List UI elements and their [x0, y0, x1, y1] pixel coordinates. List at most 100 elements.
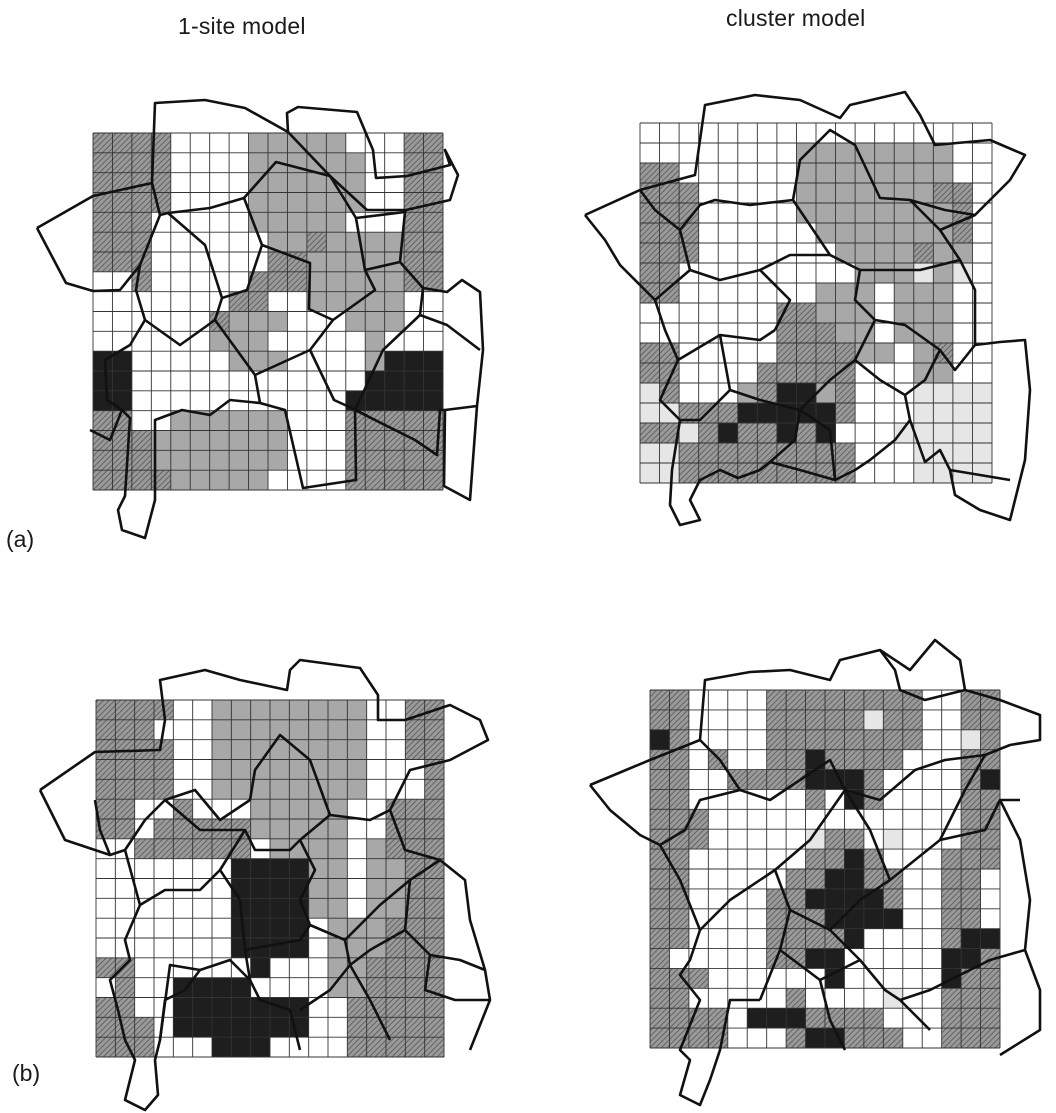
- lattice-cell: [270, 878, 290, 899]
- lattice-cell: [366, 878, 387, 899]
- lattice-cell: [933, 443, 954, 464]
- lattice-cell: [229, 152, 249, 173]
- lattice-cell: [326, 371, 347, 392]
- lattice-cell: [816, 163, 836, 184]
- lattice-cell: [115, 977, 135, 998]
- lattice-cell: [688, 809, 709, 830]
- lattice-cell: [757, 143, 778, 164]
- lattice-cell: [816, 323, 836, 344]
- lattice-cell: [231, 799, 251, 820]
- lattice-cell: [805, 869, 826, 890]
- lattice-cell: [874, 203, 895, 224]
- lattice-cell: [805, 1008, 826, 1029]
- lattice-cell: [952, 343, 973, 364]
- lattice-cell: [766, 690, 787, 711]
- lattice-cell: [718, 203, 739, 224]
- lattice-cell: [776, 263, 797, 284]
- lattice-cell: [173, 838, 193, 859]
- lattice-cell: [423, 311, 444, 332]
- lattice-cell: [708, 948, 729, 969]
- lattice-cell: [112, 271, 133, 292]
- lattice-cell: [173, 858, 193, 879]
- lattice-cell: [933, 323, 954, 344]
- lattice-cell: [747, 690, 767, 711]
- lattice-cell: [308, 1017, 329, 1038]
- lattice-cell: [170, 271, 191, 292]
- lattice-cell: [151, 271, 172, 292]
- lattice-cell: [268, 232, 288, 253]
- lattice-cell: [209, 371, 230, 392]
- lattice-cell: [190, 470, 210, 491]
- lattice-cell: [192, 759, 213, 780]
- lattice-cell: [855, 223, 875, 244]
- lattice-cell: [786, 869, 806, 890]
- lattice-cell: [384, 271, 405, 292]
- lattice-cell: [423, 271, 444, 292]
- lattice-cell: [698, 363, 719, 384]
- lattice-cell: [640, 363, 660, 384]
- lattice-cell: [192, 938, 213, 959]
- lattice-cell: [326, 450, 347, 471]
- lattice-cell: [326, 331, 347, 352]
- lattice-cell: [384, 232, 405, 253]
- lattice-cell: [737, 203, 758, 224]
- lattice-cell: [250, 1037, 271, 1058]
- lattice-cell: [902, 908, 923, 929]
- lattice-cell: [190, 133, 210, 154]
- lattice-cell: [688, 948, 709, 969]
- lattice-cell: [952, 183, 973, 204]
- lattice-cell: [844, 1028, 865, 1049]
- lattice-cell: [941, 849, 962, 870]
- lattice-cell: [112, 192, 133, 213]
- lattice-cell: [805, 928, 826, 949]
- lattice-cell: [173, 898, 193, 919]
- lattice-cell: [844, 729, 865, 750]
- lattice-cell: [816, 343, 836, 364]
- lattice-cell: [115, 700, 135, 721]
- lattice-cell: [308, 997, 329, 1018]
- lattice-cell: [328, 977, 348, 998]
- lattice-cell: [835, 363, 856, 384]
- lattice-cell: [902, 928, 923, 949]
- lattice-cell: [757, 443, 778, 464]
- lattice-cell: [894, 223, 915, 244]
- lattice-cell: [708, 809, 729, 830]
- lattice-cell: [805, 690, 826, 711]
- lattice-cell: [347, 759, 367, 780]
- lattice-cell: [972, 303, 993, 324]
- lattice-cell: [347, 799, 367, 820]
- lattice-cell: [913, 163, 934, 184]
- lattice-cell: [961, 928, 981, 949]
- lattice-cell: [902, 1028, 923, 1049]
- lattice-cell: [345, 311, 366, 332]
- lattice-cell: [679, 423, 699, 444]
- lattice-cell: [796, 183, 817, 204]
- lattice-cell: [747, 769, 767, 790]
- lattice-cell: [248, 470, 269, 491]
- lattice-cell: [366, 977, 387, 998]
- lattice-cell: [134, 878, 155, 899]
- lattice-cell: [289, 799, 309, 820]
- lattice-cell: [961, 1028, 981, 1049]
- lattice-cell: [863, 809, 884, 830]
- lattice-cell: [855, 263, 875, 284]
- lattice-cell: [669, 829, 690, 850]
- lattice-cell: [835, 143, 856, 164]
- lattice-cell: [131, 450, 152, 471]
- lattice-cell: [289, 977, 309, 998]
- lattice-cell: [404, 291, 424, 312]
- lattice-cell: [347, 997, 367, 1018]
- lattice-cell: [835, 223, 856, 244]
- row-label-b: (b): [12, 1060, 41, 1086]
- lattice-cell: [229, 311, 249, 332]
- lattice-cell: [883, 1008, 904, 1029]
- lattice-cell: [384, 430, 405, 451]
- lattice-cell: [747, 968, 767, 989]
- lattice-cell: [250, 799, 271, 820]
- lattice-cell: [727, 690, 748, 711]
- lattice-cell: [192, 918, 213, 939]
- lattice-cell: [863, 1008, 884, 1029]
- lattice-cell: [384, 291, 405, 312]
- lattice-cell: [757, 303, 778, 324]
- lattice-cell: [776, 423, 797, 444]
